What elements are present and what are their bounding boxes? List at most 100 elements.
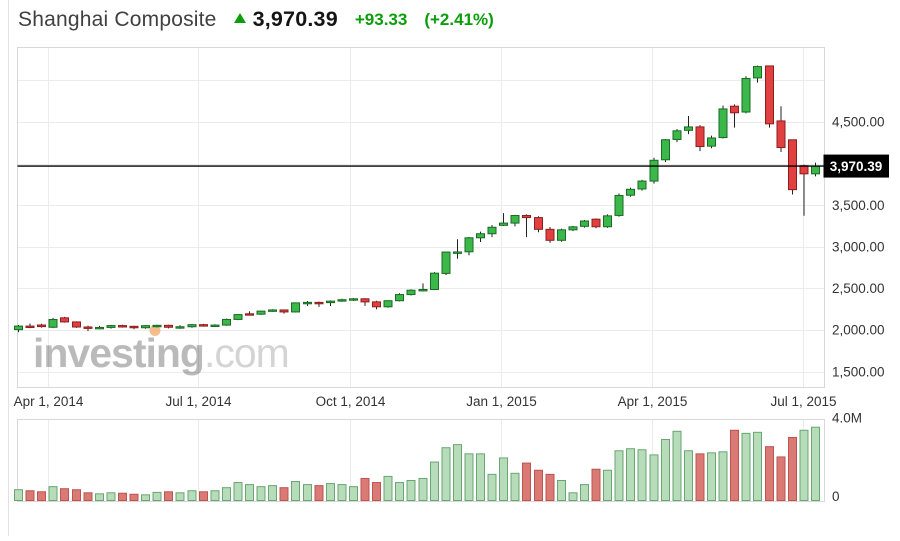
volume-bar[interactable] [718, 451, 728, 501]
volume-bar[interactable] [245, 484, 254, 502]
volume-bar[interactable] [291, 481, 300, 501]
volume-bar[interactable] [765, 446, 774, 501]
volume-bar[interactable] [453, 444, 462, 501]
volume-bar[interactable] [649, 454, 659, 501]
volume-bar[interactable] [811, 426, 820, 502]
volume-bar[interactable] [199, 491, 208, 501]
volume-bar[interactable] [464, 453, 474, 502]
candle[interactable] [788, 139, 797, 191]
candle[interactable] [199, 324, 208, 327]
volume-bar[interactable] [222, 487, 231, 501]
volume-bar[interactable] [441, 447, 451, 502]
volume-bar[interactable] [303, 484, 312, 502]
candle[interactable] [626, 188, 635, 196]
volume-bar[interactable] [799, 429, 809, 501]
candle[interactable] [326, 300, 335, 304]
volume-bar[interactable] [603, 469, 612, 501]
volume-bar[interactable] [430, 461, 439, 501]
candle[interactable] [522, 215, 531, 219]
volume-bar[interactable] [268, 485, 277, 501]
volume-bar[interactable] [72, 489, 81, 502]
candle[interactable] [210, 324, 220, 327]
volume-bar[interactable] [672, 430, 682, 501]
candle[interactable] [568, 226, 578, 231]
candle[interactable] [487, 226, 497, 235]
volume-bar[interactable] [534, 469, 543, 501]
volume-bar[interactable] [487, 473, 497, 502]
candle[interactable] [557, 229, 566, 241]
volume-bar[interactable] [349, 486, 358, 501]
volume-bar[interactable] [684, 450, 693, 501]
volume-bar[interactable] [707, 452, 716, 502]
candle[interactable] [303, 301, 312, 305]
candle[interactable] [48, 319, 58, 328]
candle[interactable] [765, 65, 774, 125]
volume-bar[interactable] [626, 448, 635, 502]
candle[interactable] [314, 301, 324, 305]
candle[interactable] [476, 233, 485, 239]
candle[interactable] [175, 326, 185, 329]
volume-bar[interactable] [129, 493, 139, 501]
candle[interactable] [106, 325, 116, 328]
candle[interactable] [672, 130, 682, 140]
candle[interactable] [418, 288, 428, 292]
candle[interactable] [291, 302, 300, 313]
volume-bar[interactable] [95, 493, 104, 502]
volume-bar[interactable] [37, 491, 46, 501]
volume-bar[interactable] [776, 456, 786, 501]
candle[interactable] [129, 325, 139, 329]
volume-bar[interactable] [164, 491, 173, 501]
candle[interactable] [372, 301, 381, 308]
volume-bar[interactable] [360, 477, 370, 502]
volume-bar[interactable] [753, 431, 762, 502]
volume-bar[interactable] [141, 494, 150, 502]
candle[interactable] [799, 165, 809, 175]
volume-bar[interactable] [741, 432, 751, 502]
candle[interactable] [464, 237, 474, 253]
candle[interactable] [591, 218, 601, 228]
candle[interactable] [141, 325, 150, 329]
volume-bar[interactable] [210, 490, 220, 501]
candle[interactable] [83, 326, 93, 329]
volume-bar[interactable] [614, 450, 624, 501]
candle[interactable] [118, 325, 127, 328]
volume-bar[interactable] [499, 457, 508, 502]
volume-bar[interactable] [522, 462, 531, 502]
candle[interactable] [268, 309, 277, 312]
candle[interactable] [649, 159, 659, 182]
candle[interactable] [741, 77, 751, 113]
candle[interactable] [72, 321, 81, 328]
volume-bar[interactable] [14, 489, 23, 502]
candle[interactable] [430, 272, 439, 290]
volume-bar[interactable] [256, 486, 266, 501]
volume-bar[interactable] [637, 449, 647, 501]
candle[interactable] [776, 120, 786, 149]
volume-bar[interactable] [476, 453, 485, 502]
volume-bar[interactable] [383, 475, 393, 501]
candle[interactable] [661, 139, 670, 161]
volume-bar[interactable] [418, 477, 428, 502]
candle[interactable] [499, 222, 508, 226]
volume-bar[interactable] [314, 485, 324, 501]
candle[interactable] [164, 324, 173, 328]
volume-bar[interactable] [372, 482, 381, 501]
candle[interactable] [730, 105, 739, 114]
volume-bar[interactable] [60, 488, 69, 502]
volume-bar[interactable] [118, 492, 127, 501]
volume-bar[interactable] [326, 483, 335, 502]
volume-bar[interactable] [175, 492, 185, 501]
volume-bar[interactable] [25, 490, 35, 501]
candle[interactable] [684, 126, 693, 131]
candle[interactable] [718, 108, 728, 139]
candle[interactable] [811, 165, 820, 175]
volume-bar[interactable] [187, 490, 197, 501]
volume-bar[interactable] [395, 482, 404, 501]
volume-bar[interactable] [406, 480, 416, 501]
candle[interactable] [233, 314, 243, 320]
candle[interactable] [534, 217, 543, 230]
candle[interactable] [245, 313, 254, 316]
volume-bar[interactable] [661, 439, 670, 501]
candle[interactable] [360, 298, 370, 303]
